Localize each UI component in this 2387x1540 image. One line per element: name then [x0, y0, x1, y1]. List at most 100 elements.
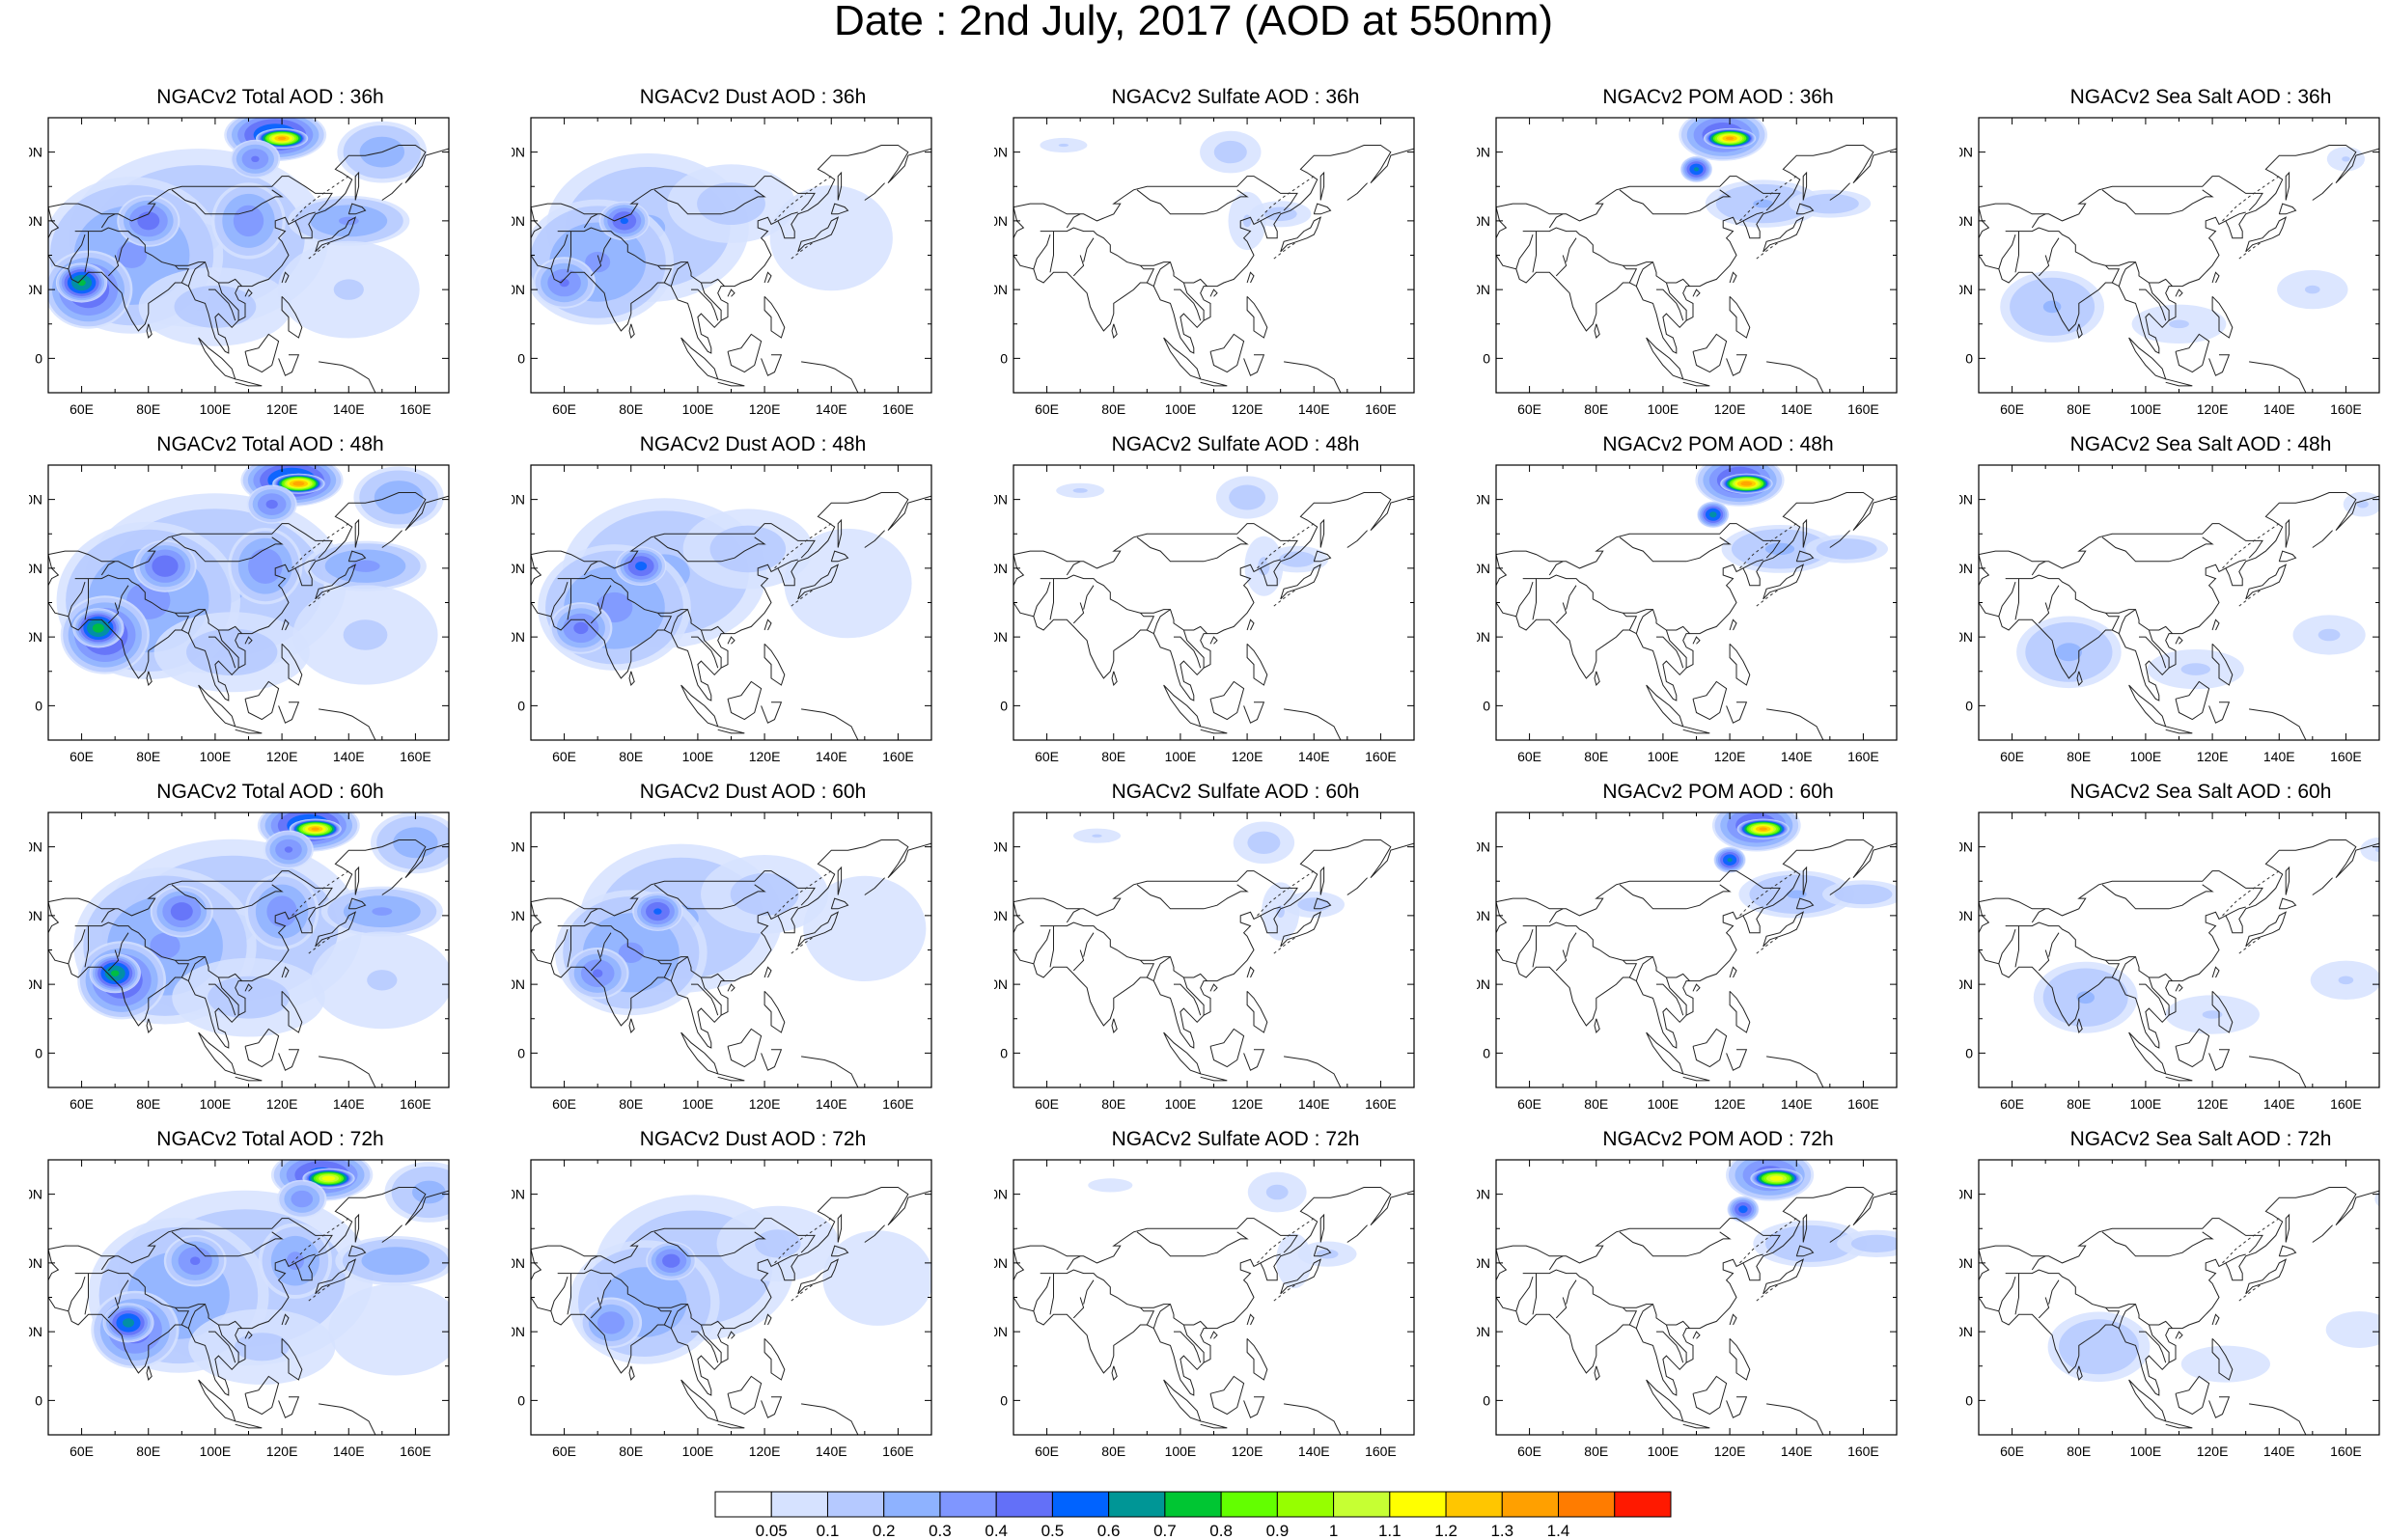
aod-contour: [311, 827, 319, 831]
map-panel-total-60h: NGACv2 Total AOD : 60h 60E 80E 100E 120E 140E…: [29, 782, 512, 1131]
colorbar-swatch: [1558, 1491, 1616, 1518]
map-outline: [278, 1049, 300, 1071]
map-outline: [235, 726, 263, 734]
map-outline: [727, 680, 763, 721]
lon-tick-label: 80E: [1101, 749, 1125, 764]
map-outline: [1619, 884, 1732, 910]
map-outline: [1619, 536, 1732, 563]
map-outline: [2076, 671, 2083, 687]
map-outline: [717, 1420, 745, 1429]
map-outline: [777, 559, 798, 569]
map-outline: [1346, 1224, 1368, 1243]
map-outline: [1726, 701, 1748, 724]
map-outline: [1013, 1249, 1025, 1280]
map-outline: [1200, 1073, 1228, 1082]
map-outline: [2148, 629, 2170, 669]
lat-tick-label: 60N: [1959, 492, 1973, 508]
map-outline: [2014, 578, 2019, 620]
lat-tick-label: 20N: [1477, 976, 1490, 992]
map-outline: [670, 956, 688, 981]
lon-tick-label: 100E: [682, 1096, 714, 1112]
panel-title: NGACv2 POM AOD : 60h: [1602, 781, 1834, 803]
lon-tick-label: 160E: [882, 401, 914, 417]
map-outline: [1979, 145, 2379, 354]
map-outline: [1049, 231, 1054, 273]
colorbar-label: 1: [1329, 1522, 1338, 1540]
map-outline: [1742, 1253, 1763, 1264]
lat-tick-label: 60N: [1477, 839, 1490, 855]
map-outline: [347, 550, 367, 563]
colorbar-swatch: [770, 1491, 828, 1518]
colorbar-label: 1.4: [1547, 1522, 1570, 1540]
map-outline: [2048, 1279, 2060, 1305]
colorbar-label: 0.6: [1097, 1522, 1121, 1540]
map-outline: [1656, 289, 1684, 321]
lon-tick-label: 80E: [619, 1444, 643, 1459]
map-dashed-boundary: [2222, 870, 2280, 917]
map-outline: [319, 361, 376, 393]
aod-map: 60E 80E 100E 120E 140E 160E 60N 40N 20N 0: [512, 811, 932, 1112]
lon-tick-label: 140E: [333, 749, 365, 764]
map-outline: [1066, 213, 1081, 229]
colorbar-swatch: [1501, 1491, 1560, 1518]
map-outline: [2208, 1049, 2231, 1071]
map-outline: [1646, 1031, 1684, 1075]
map-outline: [1594, 671, 1600, 687]
map-outline: [864, 877, 885, 895]
map-outline: [2101, 536, 2214, 563]
panel-title: NGACv2 Sulfate AOD : 36h: [1111, 86, 1360, 108]
map-outline: [583, 561, 598, 576]
map-dashed-boundary: [1273, 935, 1298, 954]
aod-contour: [1242, 214, 1252, 228]
map-outline: [1692, 1331, 1701, 1339]
map-outline: [1033, 581, 1051, 617]
map-outline: [717, 726, 745, 734]
map-outline: [1284, 1056, 1342, 1087]
map-outline: [146, 323, 153, 340]
lon-tick-label: 100E: [682, 1444, 714, 1459]
map-outline: [1729, 271, 1737, 284]
map-outline: [1246, 990, 1268, 1033]
map-panel-total-72h: NGACv2 Total AOD : 72h 60E 80E 100E 120E 140E…: [29, 1129, 512, 1478]
lon-tick-label: 140E: [333, 1096, 365, 1112]
aod-contour: [123, 1318, 134, 1328]
map-outline: [717, 1073, 745, 1082]
aod-contour: [170, 902, 193, 921]
map-outline: [2139, 1331, 2167, 1363]
aod-field: [1013, 130, 1414, 393]
map-panel-total-48h: NGACv2 Total AOD : 48h 60E 80E 100E 120E 140E…: [29, 434, 512, 784]
map-outline: [1979, 554, 1990, 586]
lon-tick-label: 100E: [200, 1096, 232, 1112]
map-outline: [837, 171, 843, 201]
map-outline: [1682, 1420, 1710, 1429]
map-outline: [761, 701, 783, 724]
lon-tick-label: 80E: [1101, 1096, 1125, 1112]
lat-tick-label: 60N: [512, 1187, 525, 1202]
map-outline: [1665, 976, 1687, 1016]
map-outline: [100, 908, 116, 923]
map-outline: [1656, 983, 1684, 1016]
map-outline: [319, 708, 376, 740]
map-outline: [1802, 866, 1808, 895]
map-outline: [146, 1018, 153, 1034]
lon-tick-label: 80E: [1584, 1096, 1608, 1112]
map-outline: [1066, 561, 1081, 576]
map-outline: [1140, 959, 1155, 978]
map-outline: [531, 176, 816, 222]
map-outline: [1532, 578, 1537, 620]
map-outline: [48, 145, 449, 354]
map-outline: [1635, 609, 1653, 634]
map-outline: [1979, 839, 2379, 1049]
map-outline: [1209, 1028, 1245, 1068]
aod-contour: [769, 185, 893, 291]
map-panel-pom-72h: NGACv2 POM AOD : 72h 60E 80E 100E 120E 140E 16…: [1477, 1129, 1959, 1478]
map-outline: [1152, 609, 1171, 634]
lon-tick-label: 160E: [882, 749, 914, 764]
map-outline: [550, 581, 569, 617]
aod-contour: [328, 1283, 449, 1376]
lat-tick-label: 20N: [1959, 1324, 1973, 1339]
aod-contour: [152, 555, 179, 577]
lat-tick-label: 40N: [1959, 213, 1973, 229]
map-outline: [1532, 925, 1537, 968]
map-outline: [1200, 378, 1228, 387]
